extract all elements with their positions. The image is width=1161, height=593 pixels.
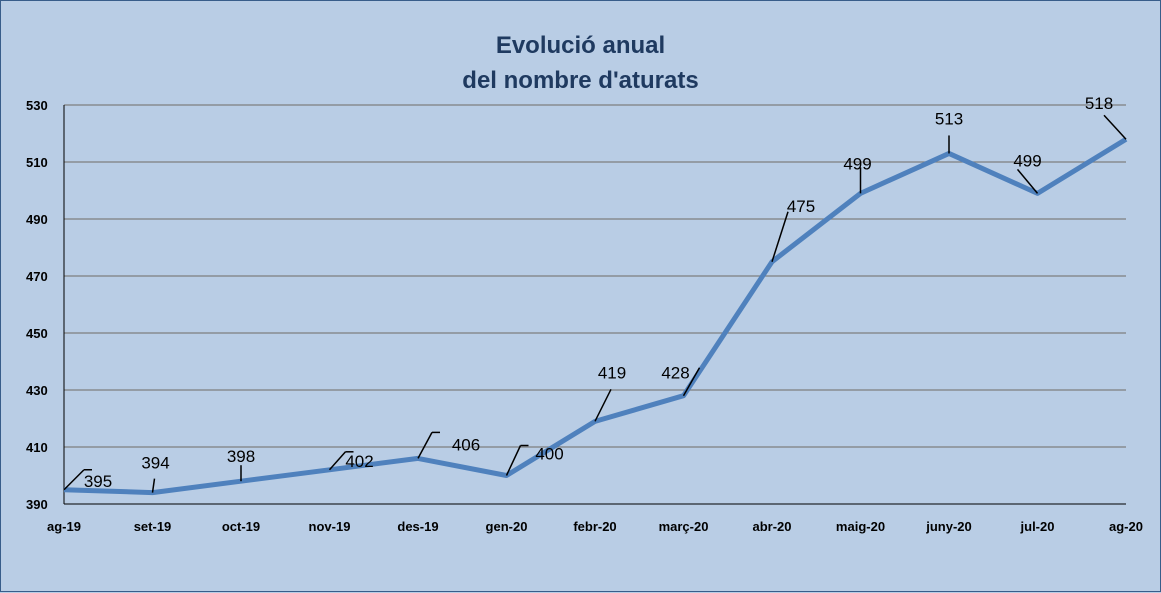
data-label: 398	[227, 447, 255, 466]
data-label-leader	[771, 211, 789, 262]
data-label-leader	[1016, 168, 1039, 194]
y-tick-label: 410	[26, 440, 48, 455]
x-tick-label: oct-19	[222, 519, 260, 534]
x-tick-label: juny-20	[925, 519, 972, 534]
x-tick-label: febr-20	[573, 519, 616, 534]
data-label-leader	[682, 367, 701, 397]
x-tick-label: set-19	[134, 519, 172, 534]
chart-title: Evolució anual	[495, 32, 666, 59]
x-tick-label: gen-20	[486, 519, 528, 534]
chart-subtitle: del nombre d'aturats	[462, 67, 699, 94]
y-tick-label: 510	[26, 155, 48, 170]
data-label: 394	[141, 454, 169, 473]
data-label-leader	[1103, 114, 1127, 140]
series-line	[63, 137, 1128, 496]
y-tick-label: 530	[26, 98, 48, 113]
data-label-leader	[505, 445, 522, 476]
data-label: 499	[843, 154, 871, 173]
data-label: 406	[452, 435, 480, 454]
x-tick-label: ag-19	[47, 519, 81, 534]
x-tick-label: des-19	[397, 519, 438, 534]
x-tick-label: jul-20	[1020, 519, 1055, 534]
x-tick-label: maig-20	[836, 519, 885, 534]
data-label: 402	[345, 452, 373, 471]
data-label-leader	[328, 451, 347, 471]
data-label-leader	[151, 478, 156, 493]
data-label: 499	[1013, 151, 1041, 170]
data-label: 428	[661, 364, 689, 383]
data-label: 513	[935, 109, 963, 128]
y-tick-label: 390	[26, 497, 48, 512]
data-label: 419	[598, 363, 626, 382]
data-label: 395	[84, 472, 112, 491]
x-tick-label: ag-20	[1109, 519, 1143, 534]
y-tick-label: 470	[26, 269, 48, 284]
data-label-leader	[594, 389, 612, 422]
x-tick-label: nov-19	[309, 519, 351, 534]
data-label: 518	[1085, 94, 1113, 113]
data-label-leader	[63, 469, 85, 491]
data-label-leader	[417, 432, 433, 459]
data-label: 400	[535, 445, 563, 464]
data-label: 475	[787, 197, 815, 216]
y-tick-label: 430	[26, 383, 48, 398]
y-tick-label: 490	[26, 212, 48, 227]
x-tick-label: març-20	[659, 519, 709, 534]
y-tick-label: 450	[26, 326, 48, 341]
x-tick-label: abr-20	[752, 519, 791, 534]
